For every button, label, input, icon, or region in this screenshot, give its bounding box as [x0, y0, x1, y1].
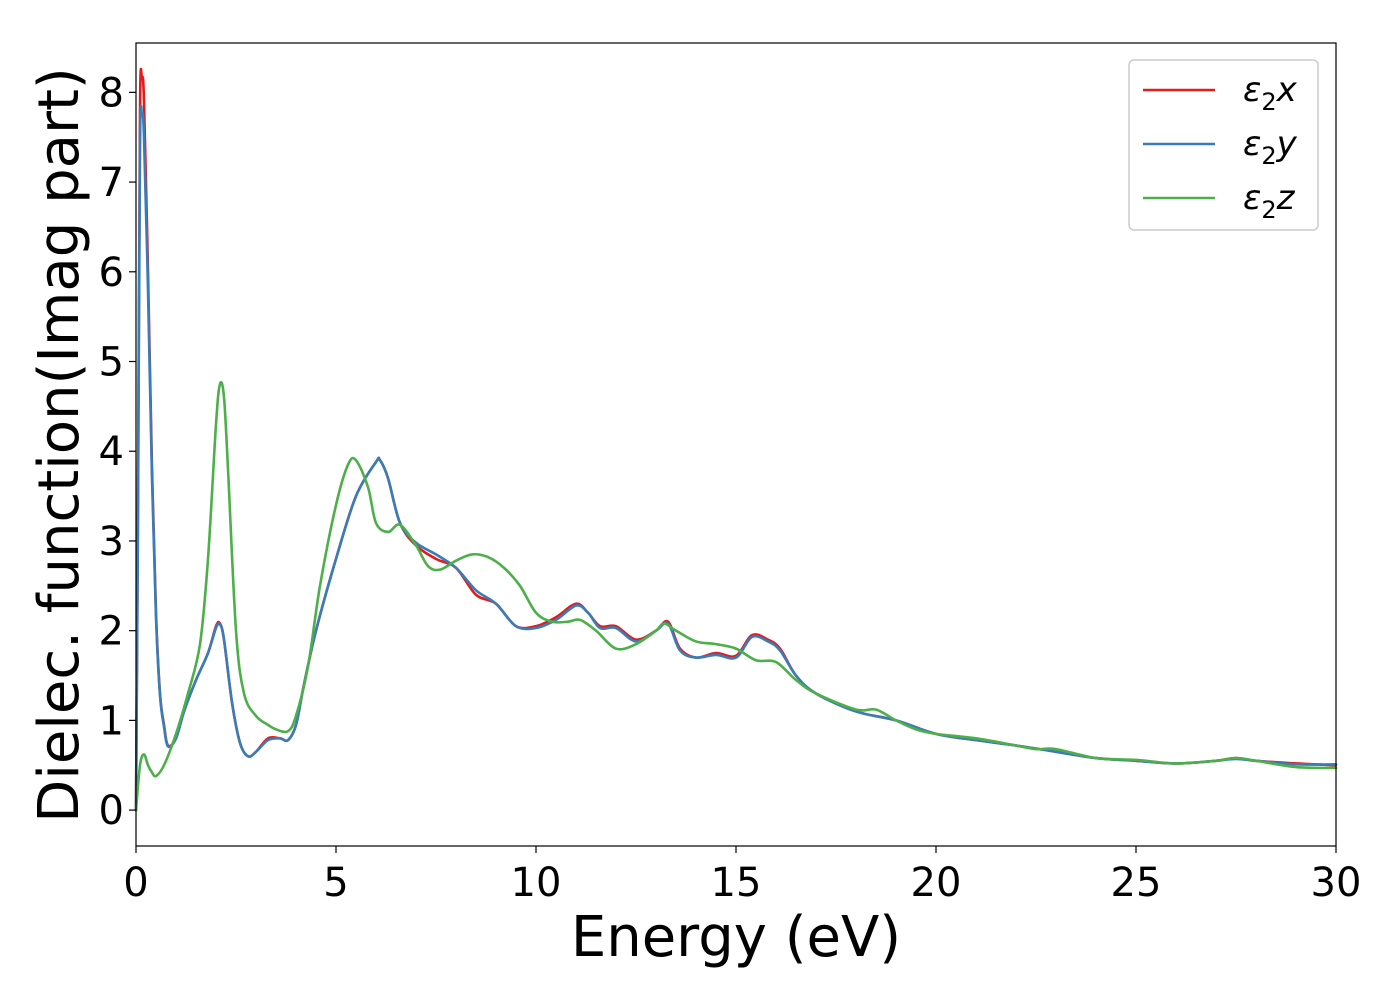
legend-label-x: ε2x: [1243, 70, 1298, 116]
legend-label-base: ε: [1243, 70, 1261, 110]
legend-box: [1128, 59, 1319, 231]
y-tick-label: 4: [99, 429, 124, 475]
legend-label-variable: z: [1276, 178, 1296, 218]
legend-label-base: ε: [1243, 178, 1261, 218]
series-line-y: [134, 104, 1338, 812]
x-tick-label: 30: [1311, 860, 1362, 906]
y-tick-label: 8: [99, 70, 124, 116]
legend-label-y: ε2y: [1243, 124, 1298, 170]
x-tick-label: 15: [711, 860, 762, 906]
y-tick-label: 3: [99, 519, 124, 565]
x-tick-label: 10: [511, 860, 562, 906]
x-axis-title: Energy (eV): [571, 905, 901, 970]
y-axis-ticks: 0 1 2 3 4 5 6 7 8: [99, 70, 136, 834]
y-tick-label: 7: [99, 160, 124, 206]
y-axis-title: Dielec. function(Imag part): [27, 67, 92, 823]
y-tick-label: 0: [99, 788, 124, 834]
y-tick-label: 2: [99, 609, 124, 655]
series-line-z: [134, 380, 1338, 812]
y-tick-label: 1: [99, 698, 124, 744]
x-tick-label: 25: [1111, 860, 1162, 906]
y-tick-label: 5: [99, 340, 124, 386]
x-tick-label: 20: [911, 860, 962, 906]
legend-label-variable: y: [1276, 124, 1298, 164]
x-tick-label: 5: [323, 860, 348, 906]
legend-label-variable: x: [1276, 70, 1298, 110]
x-tick-label: 0: [123, 860, 148, 906]
legend-label-subscript: 2: [1261, 196, 1276, 224]
x-axis-ticks: 0 5 10 15 20 25 30: [123, 846, 1361, 906]
y-tick-label: 6: [99, 250, 124, 296]
legend-label-base: ε: [1243, 124, 1261, 164]
legend-label-subscript: 2: [1261, 142, 1276, 170]
series-layer: [134, 67, 1338, 812]
legend-label-subscript: 2: [1261, 88, 1276, 116]
legend-label-z: ε2z: [1243, 178, 1296, 224]
